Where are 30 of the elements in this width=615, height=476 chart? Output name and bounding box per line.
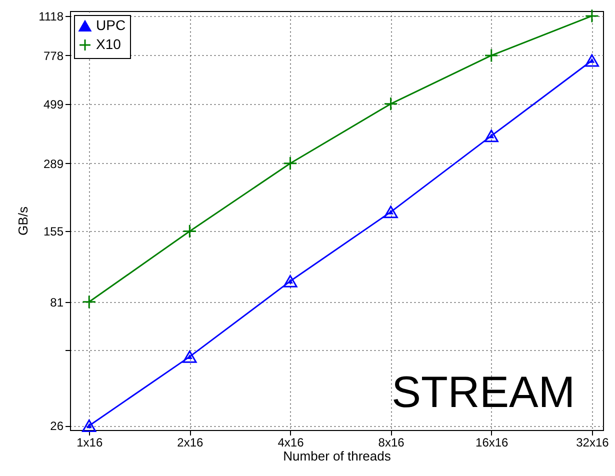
y-tick-label: 289	[43, 156, 64, 171]
point	[384, 96, 398, 111]
annotation: STREAM	[392, 368, 575, 417]
point	[283, 274, 298, 288]
point	[82, 420, 96, 432]
y-tick-label: 81	[50, 295, 64, 310]
x-tick-label: 16x16	[476, 436, 509, 450]
legend-label: UPC	[96, 17, 126, 33]
point	[283, 156, 298, 170]
y-tick-label: 499	[43, 97, 64, 112]
legend-label: X10	[96, 36, 122, 52]
x-tick-label: 2x16	[177, 436, 204, 450]
point	[384, 206, 398, 218]
x-tick-label: 1x16	[76, 436, 103, 450]
y-tick-label: 26	[50, 419, 64, 434]
y-axis-title: GB/s	[16, 206, 31, 236]
point	[484, 48, 498, 63]
point	[82, 294, 96, 309]
point	[182, 350, 197, 363]
x-axis-title: Number of threads	[283, 448, 392, 464]
point	[584, 54, 600, 67]
point	[484, 130, 498, 142]
point	[584, 8, 600, 24]
y-tick-label: 778	[43, 48, 64, 63]
y-tick-label: 1118	[38, 9, 64, 24]
y-tick-label: 155	[43, 224, 64, 239]
x-tick-label: 32x16	[576, 436, 610, 450]
x-tick-label: 8x16	[378, 436, 405, 450]
point	[182, 224, 197, 238]
x-tick-label: 4x16	[278, 436, 304, 450]
